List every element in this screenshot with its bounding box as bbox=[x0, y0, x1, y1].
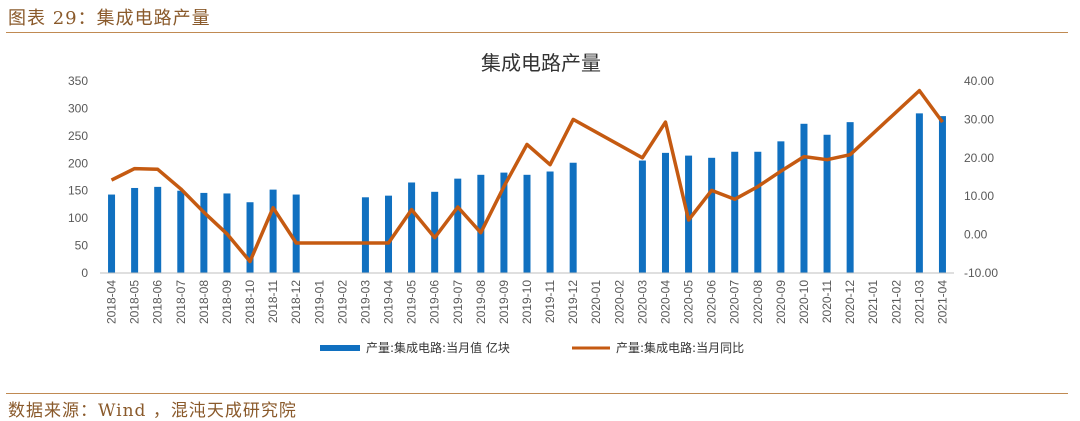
bar bbox=[108, 195, 115, 273]
left-axis: 350 300 250 200 150 100 50 0 bbox=[68, 74, 88, 280]
left-axis-tick-label: 300 bbox=[68, 101, 88, 115]
x-tick-label: 2018-08 bbox=[197, 280, 211, 324]
bar bbox=[408, 182, 415, 273]
x-tick-label: 2018-09 bbox=[220, 280, 234, 324]
x-tick-label: 2018-04 bbox=[105, 280, 119, 324]
x-tick-label: 2020-05 bbox=[682, 280, 696, 324]
legend-bar-swatch bbox=[320, 345, 360, 351]
bar bbox=[200, 193, 207, 273]
right-axis-tick-label: 20.00 bbox=[964, 151, 994, 165]
x-tick-label: 2019-11 bbox=[543, 280, 557, 323]
right-axis: 40.00 30.00 20.00 10.00 0.00 -10.00 bbox=[964, 74, 998, 280]
right-axis-tick-label: -10.00 bbox=[964, 266, 998, 280]
bar bbox=[270, 190, 277, 273]
x-tick-label: 2021-04 bbox=[935, 280, 949, 324]
left-axis-tick-label: 350 bbox=[68, 74, 88, 88]
x-tick-label: 2019-12 bbox=[566, 280, 580, 324]
x-tick-label: 2019-05 bbox=[405, 280, 419, 324]
bar bbox=[731, 152, 738, 273]
bar-series bbox=[108, 113, 946, 273]
bar bbox=[154, 187, 161, 273]
bar bbox=[362, 197, 369, 273]
bar bbox=[708, 158, 715, 273]
x-tick-label: 2021-03 bbox=[912, 280, 926, 324]
x-tick-label: 2019-03 bbox=[358, 280, 372, 324]
bar bbox=[293, 195, 300, 273]
bar bbox=[547, 172, 554, 273]
bar bbox=[639, 161, 646, 273]
x-tick-label: 2019-02 bbox=[335, 280, 349, 324]
legend-line-label: 产量:集成电路:当月同比 bbox=[616, 340, 744, 355]
left-axis-tick-label: 200 bbox=[68, 156, 88, 170]
x-tick-label: 2020-09 bbox=[774, 280, 788, 324]
x-tick-label: 2020-01 bbox=[589, 280, 603, 324]
x-tick-label: 2020-11 bbox=[820, 280, 834, 323]
bar bbox=[570, 163, 577, 273]
right-axis-tick-label: 30.00 bbox=[964, 112, 994, 126]
bar bbox=[385, 196, 392, 273]
bar bbox=[777, 141, 784, 273]
bar bbox=[916, 113, 923, 273]
bar bbox=[662, 153, 669, 273]
bar bbox=[131, 188, 138, 273]
x-tick-label: 2018-05 bbox=[128, 280, 142, 324]
bar bbox=[754, 152, 761, 273]
bar bbox=[524, 175, 531, 273]
x-tick-label: 2018-10 bbox=[243, 280, 257, 324]
x-tick-label: 2018-06 bbox=[151, 280, 165, 324]
bar bbox=[454, 179, 461, 273]
bar bbox=[939, 116, 946, 273]
right-axis-tick-label: 0.00 bbox=[964, 228, 988, 242]
x-tick-label: 2020-08 bbox=[751, 280, 765, 324]
x-tick-label: 2020-07 bbox=[728, 280, 742, 324]
bottom-divider bbox=[6, 393, 1068, 394]
chart-title: 集成电路产量 bbox=[481, 51, 601, 75]
x-tick-label: 2020-06 bbox=[705, 280, 719, 324]
right-axis-tick-label: 40.00 bbox=[964, 74, 994, 88]
x-tick-label: 2020-03 bbox=[635, 280, 649, 324]
x-tick-label: 2020-04 bbox=[658, 280, 672, 324]
bar bbox=[800, 124, 807, 273]
source-note: 数据来源：Wind ，混沌天成研究院 bbox=[8, 396, 297, 421]
left-axis-tick-label: 150 bbox=[68, 184, 88, 198]
x-tick-label: 2019-08 bbox=[474, 280, 488, 324]
x-tick-label: 2019-10 bbox=[520, 280, 534, 324]
right-axis-tick-label: 10.00 bbox=[964, 189, 994, 203]
bar bbox=[824, 135, 831, 273]
legend-bar-label: 产量:集成电路:当月值 亿块 bbox=[366, 340, 510, 355]
x-tick-label: 2020-10 bbox=[797, 280, 811, 324]
x-tick-label: 2019-07 bbox=[451, 280, 465, 324]
left-axis-tick-label: 50 bbox=[75, 239, 89, 253]
x-tick-label: 2021-02 bbox=[889, 280, 903, 324]
x-tick-label: 2018-07 bbox=[174, 280, 188, 324]
left-axis-tick-label: 0 bbox=[81, 266, 88, 280]
x-tick-label: 2019-09 bbox=[497, 280, 511, 324]
x-tick-label: 2020-12 bbox=[843, 280, 857, 324]
bar bbox=[177, 191, 184, 273]
legend: 产量:集成电路:当月值 亿块 产量:集成电路:当月同比 bbox=[320, 340, 744, 355]
x-tick-label: 2018-11 bbox=[266, 280, 280, 323]
x-tick-label: 2021-01 bbox=[866, 280, 880, 324]
x-tick-label: 2020-02 bbox=[612, 280, 626, 324]
chart: 集成电路产量 350 300 250 200 150 100 50 0 40.00 30.00 2… bbox=[0, 0, 1080, 390]
x-tick-label: 2019-06 bbox=[428, 280, 442, 324]
x-tick-label: 2019-01 bbox=[312, 280, 326, 324]
left-axis-tick-label: 250 bbox=[68, 129, 88, 143]
x-tick-label: 2018-12 bbox=[289, 280, 303, 324]
x-axis: 2018-04 2018-05 2018-06 2018-07 2018-08 2018-… bbox=[100, 273, 954, 324]
bar bbox=[847, 122, 854, 273]
left-axis-tick-label: 100 bbox=[68, 211, 88, 225]
x-tick-label: 2019-04 bbox=[382, 280, 396, 324]
